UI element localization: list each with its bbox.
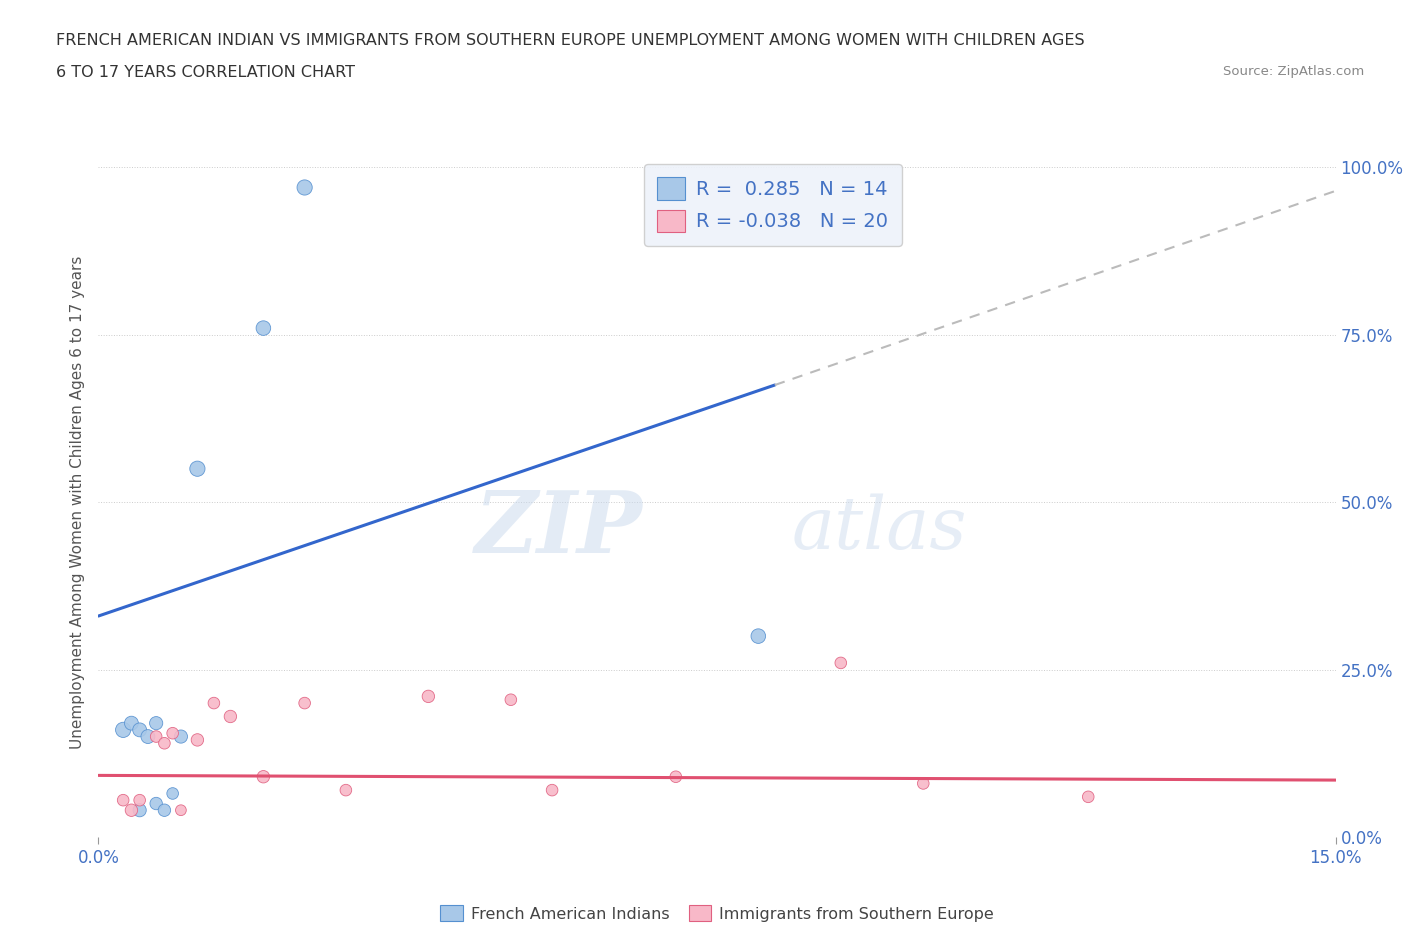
Point <box>202 696 225 711</box>
Point <box>145 729 167 744</box>
Text: 6 TO 17 YEARS CORRELATION CHART: 6 TO 17 YEARS CORRELATION CHART <box>56 65 356 80</box>
Point <box>912 776 935 790</box>
Point <box>252 769 274 784</box>
Point <box>120 716 142 731</box>
Point <box>186 733 208 748</box>
Point <box>186 461 208 476</box>
Point <box>294 180 316 195</box>
Point <box>153 736 176 751</box>
Point <box>830 656 852 671</box>
Point <box>170 803 193 817</box>
Legend: French American Indians, Immigrants from Southern Europe: French American Indians, Immigrants from… <box>434 898 1000 928</box>
Point <box>252 321 274 336</box>
Point <box>1077 790 1099 804</box>
Point <box>162 725 184 740</box>
Y-axis label: Unemployment Among Women with Children Ages 6 to 17 years: Unemployment Among Women with Children A… <box>70 256 86 749</box>
Point <box>170 729 193 744</box>
Text: ZIP: ZIP <box>475 487 643 571</box>
Point <box>145 796 167 811</box>
Point <box>128 723 150 737</box>
Point <box>128 803 150 817</box>
Point <box>112 792 135 807</box>
Point <box>541 783 564 798</box>
Point <box>145 716 167 731</box>
Point <box>128 792 150 807</box>
Point <box>136 729 159 744</box>
Point <box>219 709 242 724</box>
Text: atlas: atlas <box>792 494 967 565</box>
Point <box>162 786 184 801</box>
Point <box>294 696 316 711</box>
Point <box>112 723 135 737</box>
Text: FRENCH AMERICAN INDIAN VS IMMIGRANTS FROM SOUTHERN EUROPE UNEMPLOYMENT AMONG WOM: FRENCH AMERICAN INDIAN VS IMMIGRANTS FRO… <box>56 33 1085 47</box>
Point <box>665 769 688 784</box>
Point <box>335 783 357 798</box>
Point <box>120 803 142 817</box>
Point <box>499 692 522 707</box>
Point <box>418 689 440 704</box>
Point <box>153 803 176 817</box>
Point <box>747 629 769 644</box>
Text: Source: ZipAtlas.com: Source: ZipAtlas.com <box>1223 65 1364 78</box>
